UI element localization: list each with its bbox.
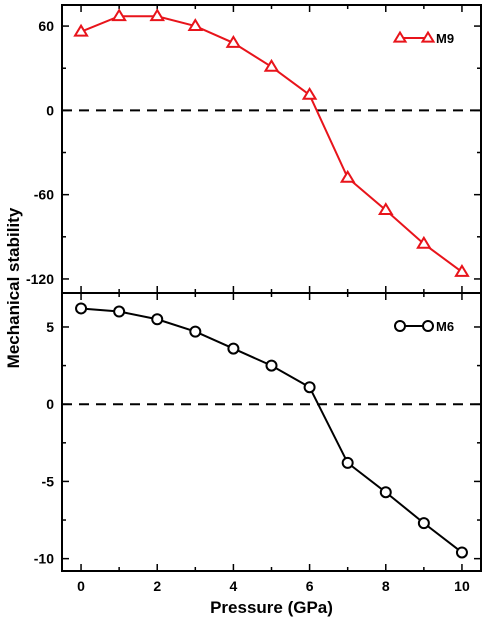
data-point-marker: [265, 359, 278, 372]
bottom-panel: 5 0 -5 -10 0 2 4 6 8 10 M6: [34, 292, 482, 594]
data-point-marker: [341, 456, 354, 469]
data-point-marker: [417, 517, 430, 530]
data-point-marker: [149, 8, 166, 22]
series-line-m9: [80, 15, 463, 273]
x-tick-label: 2: [153, 578, 161, 594]
data-point-marker: [187, 18, 204, 31]
data-point-marker: [263, 58, 280, 72]
series-line-m6: [80, 307, 463, 554]
x-tick-label: 6: [306, 578, 314, 594]
data-point-marker: [377, 202, 394, 216]
data-point-marker: [225, 35, 242, 48]
x-tick-label: 4: [230, 578, 238, 594]
data-point-marker: [303, 381, 316, 394]
data-point-marker: [301, 86, 318, 100]
data-point-marker: [73, 23, 89, 37]
x-tick-label: 0: [77, 578, 85, 594]
legend-label: M9: [436, 31, 454, 46]
legend-marker: [392, 30, 408, 43]
legend-marker: [422, 320, 434, 332]
data-point-marker: [151, 313, 164, 326]
data-point-marker: [455, 546, 468, 559]
top-panel: 60 0 -60 -120 M9: [26, 4, 482, 294]
y-tick-label: -5: [42, 473, 55, 489]
legend-marker: [420, 30, 436, 43]
y-tick-label: -120: [26, 271, 54, 287]
y-axis-label: Mechanical stability: [4, 207, 23, 368]
data-point-marker: [227, 342, 240, 355]
data-point-marker: [339, 169, 356, 183]
y-tick-label: 5: [46, 319, 54, 335]
x-axis-label: Pressure (GPa): [210, 598, 333, 617]
y-tick-label: 0: [46, 102, 54, 118]
data-point-marker: [379, 486, 392, 499]
x-tick-label: 8: [382, 578, 390, 594]
data-point-marker: [189, 325, 202, 338]
legend-marker: [394, 320, 406, 332]
y-tick-label: -60: [34, 187, 54, 203]
legend-label: M6: [436, 319, 454, 334]
x-tick-label: 10: [454, 578, 470, 594]
data-point-marker: [113, 305, 126, 318]
plot-frame: [61, 292, 482, 572]
data-point-marker: [454, 263, 470, 277]
data-point-marker: [75, 302, 88, 315]
plot-frame: [61, 4, 482, 294]
y-tick-label: 0: [46, 396, 54, 412]
data-point-marker: [111, 8, 127, 22]
data-point-marker: [416, 235, 432, 249]
y-tick-label: 60: [38, 18, 54, 34]
y-tick-label: -10: [34, 551, 54, 567]
